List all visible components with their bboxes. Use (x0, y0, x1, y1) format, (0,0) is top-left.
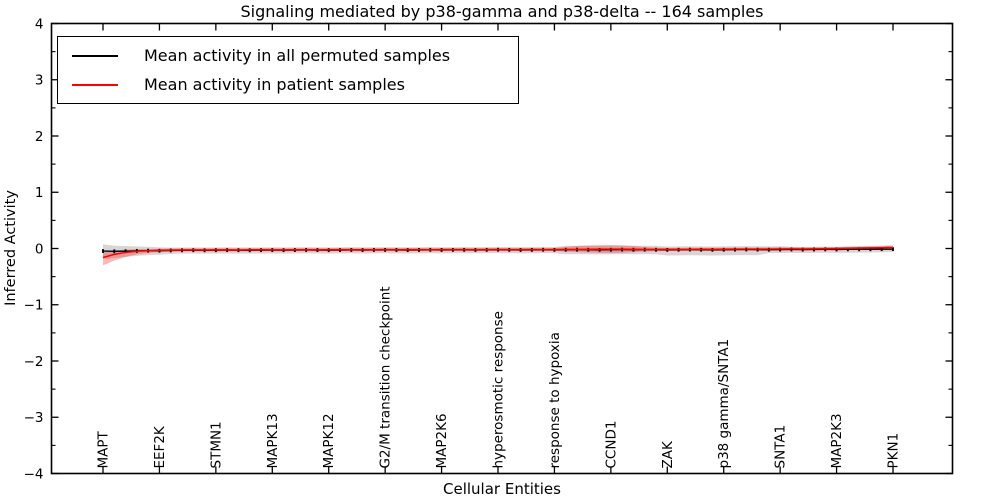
y-tick-label: 4 (35, 16, 44, 32)
x-tick-label: EEF2K (152, 425, 168, 468)
x-tick-label: hyperosmotic response (491, 311, 507, 468)
x-tick-label: PKN1 (886, 433, 902, 469)
legend-label-permuted: Mean activity in all permuted samples (144, 46, 451, 65)
x-tick-label: response to hypoxia (547, 332, 563, 468)
y-tick-label: 3 (35, 73, 44, 89)
x-axis-label: Cellular Entities (443, 480, 561, 498)
x-tick-label: STMN1 (208, 421, 224, 468)
series-patient-line (102, 246, 894, 259)
x-tick-label: MAP2K3 (829, 413, 845, 468)
y-tick-label: −2 (24, 354, 44, 370)
x-tick-label: ZAK (660, 440, 676, 468)
x-tick-label: SNTA1 (773, 425, 789, 469)
x-tick-label: MAPT (96, 430, 112, 468)
legend-line-sample-permuted (72, 54, 118, 57)
legend: Mean activity in all permuted samples Me… (57, 36, 519, 104)
legend-line-sample-patient (72, 83, 118, 86)
x-tick-label: MAPK12 (321, 413, 337, 468)
y-tick-label: 0 (35, 241, 44, 257)
y-tick-label: 2 (35, 129, 44, 145)
x-tick-label: CCND1 (603, 421, 619, 469)
y-tick-label: −1 (24, 298, 44, 314)
x-tick-label: p38 gamma/SNTA1 (716, 339, 732, 469)
x-tick-label: G2/M transition checkpoint (378, 286, 394, 468)
x-tick-label: MAP2K6 (434, 413, 450, 468)
chart-title: Signaling mediated by p38-gamma and p38-… (240, 2, 764, 21)
y-tick-label: −3 (24, 410, 44, 426)
x-tick-label: MAPK13 (265, 413, 281, 468)
y-tick-label: 1 (35, 185, 44, 201)
y-tick-label: −4 (24, 466, 44, 482)
legend-item-patient: Mean activity in patient samples (72, 70, 504, 99)
legend-label-patient: Mean activity in patient samples (144, 75, 405, 94)
legend-item-permuted: Mean activity in all permuted samples (72, 41, 504, 70)
